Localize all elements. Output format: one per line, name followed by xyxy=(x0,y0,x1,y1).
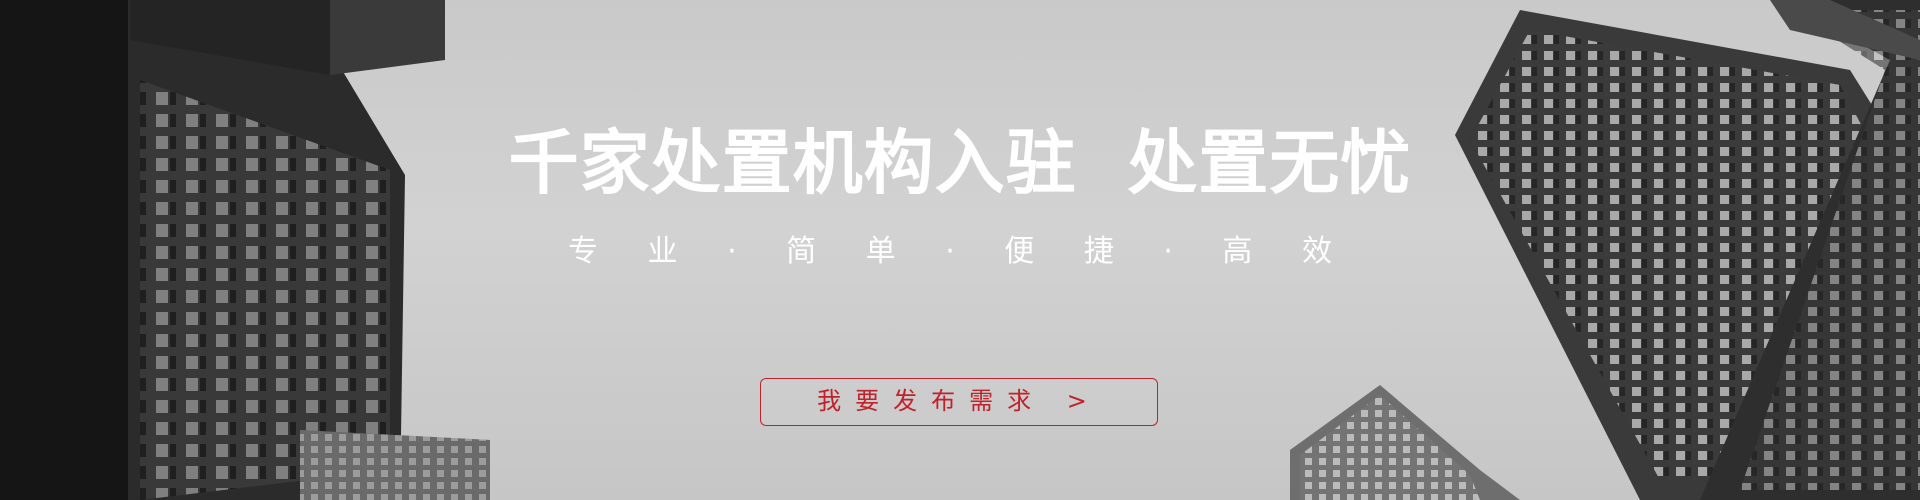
banner-tagline: 专 业 · 简 单 · 便 捷 · 高 效 xyxy=(568,234,1352,269)
banner-headline: 千家处置机构入驻 处置无忧 xyxy=(508,122,1412,204)
publish-request-button[interactable]: 我要发布需求 > xyxy=(760,378,1158,426)
